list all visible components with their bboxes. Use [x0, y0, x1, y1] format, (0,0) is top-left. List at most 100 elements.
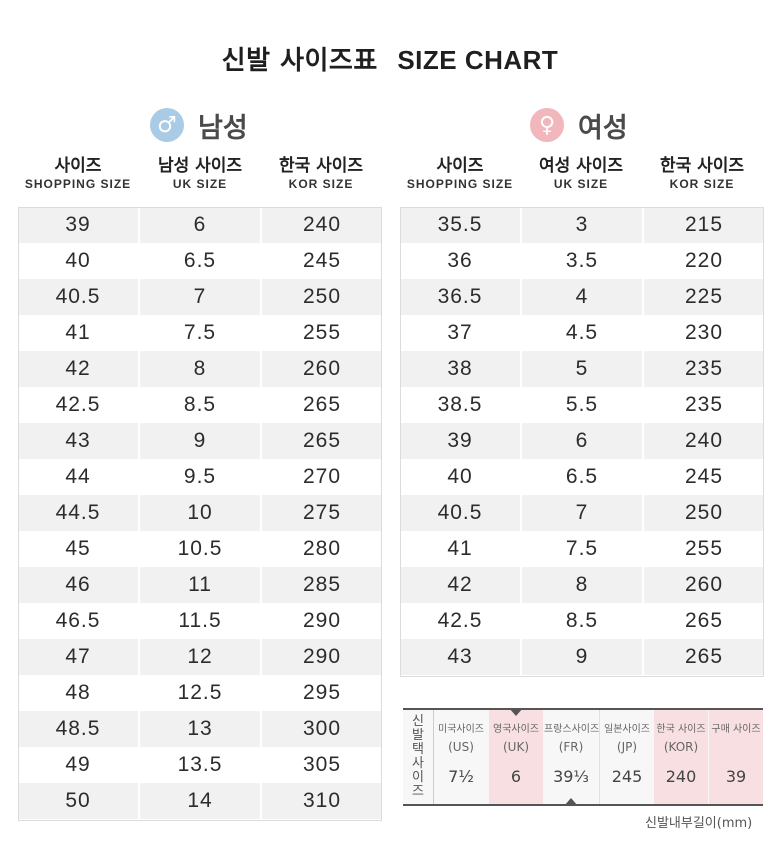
header-ko: 한국 사이즈: [659, 156, 745, 176]
table-row: 48 12.5 295: [18, 675, 382, 711]
legend-col-code: (JP): [616, 740, 638, 754]
table-cell: 38.5: [400, 387, 522, 423]
table-cell: 285: [261, 567, 382, 603]
table-cell: 49: [18, 747, 140, 783]
men-header-shopping: 사이즈 SHOPPING SIZE: [18, 156, 138, 192]
legend-col-us: 미국사이즈 (US) 7½: [434, 710, 488, 804]
table-cell: 3: [521, 207, 644, 243]
table-cell: 240: [261, 207, 382, 243]
table-cell: 245: [643, 459, 764, 495]
table-cell: 9.5: [139, 459, 262, 495]
table-cell: 7.5: [521, 531, 644, 567]
table-cell: 3.5: [521, 243, 644, 279]
women-header-uk: 여성 사이즈 UK SIZE: [521, 156, 641, 192]
table-cell: 11: [139, 567, 262, 603]
arrow-up-icon: [564, 798, 578, 806]
legend-col-title: 구매 사이즈: [711, 724, 761, 735]
table-cell: 230: [643, 315, 764, 351]
men-label: 남성: [198, 112, 248, 144]
table-cell: 305: [261, 747, 382, 783]
table-row: 42 8 260: [400, 567, 764, 603]
legend-side-char: 즈: [412, 784, 424, 799]
table-cell: 10: [139, 495, 262, 531]
women-size-table: 35.5 3 215 36 3.5 220 36.5 4 225 37 4.5 230 38 5 235 38…: [400, 207, 764, 675]
table-cell: 275: [261, 495, 382, 531]
legend-side-char: 발: [412, 728, 424, 743]
table-cell: 6.5: [139, 243, 262, 279]
title-ko: 신발 사이즈표: [221, 46, 378, 76]
table-row: 39 6 240: [18, 207, 382, 243]
table-cell: 7: [521, 495, 644, 531]
table-row: 44.5 10 275: [18, 495, 382, 531]
table-cell: 270: [261, 459, 382, 495]
table-cell: 220: [643, 243, 764, 279]
table-cell: 46.5: [18, 603, 140, 639]
table-cell: 8.5: [139, 387, 262, 423]
men-size-table: 39 6 240 40 6.5 245 40.5 7 250 41 7.5 255 42 8 260 42.5…: [18, 207, 382, 819]
table-cell: 235: [643, 387, 764, 423]
legend-col-title: 일본사이즈: [604, 724, 650, 735]
men-header-uk: 남성 사이즈 UK SIZE: [140, 156, 260, 192]
men-heading: ♂ 남성: [150, 105, 248, 145]
table-cell: 250: [643, 495, 764, 531]
table-cell: 42.5: [18, 387, 140, 423]
table-cell: 40: [400, 459, 522, 495]
table-cell: 255: [643, 531, 764, 567]
table-cell: 44.5: [18, 495, 140, 531]
table-cell: 47: [18, 639, 140, 675]
table-cell: 4: [521, 279, 644, 315]
table-cell: 265: [261, 387, 382, 423]
table-cell: 310: [261, 783, 382, 819]
table-cell: 42: [400, 567, 522, 603]
legend-col-value: 245: [611, 767, 643, 786]
table-row: 41 7.5 255: [18, 315, 382, 351]
table-row: 35.5 3 215: [400, 207, 764, 243]
table-row: 46.5 11.5 290: [18, 603, 382, 639]
table-cell: 265: [261, 423, 382, 459]
table-row: 40 6.5 245: [18, 243, 382, 279]
table-row: 42.5 8.5 265: [18, 387, 382, 423]
table-cell: 11.5: [139, 603, 262, 639]
legend-side-char: 이: [412, 770, 424, 785]
table-cell: 235: [643, 351, 764, 387]
table-cell: 255: [261, 315, 382, 351]
legend-col-jp: 일본사이즈 (JP) 245: [599, 710, 654, 804]
legend-col-title: 영국사이즈: [493, 724, 539, 735]
table-cell: 10.5: [139, 531, 262, 567]
legend-col-value: 39⅓: [553, 767, 589, 786]
women-header-kor: 한국 사이즈 KOR SIZE: [642, 156, 762, 192]
legend-col-purchase: 구매 사이즈 39: [709, 710, 763, 804]
table-cell: 43: [18, 423, 140, 459]
table-cell: 48: [18, 675, 140, 711]
table-cell: 280: [261, 531, 382, 567]
table-cell: 245: [261, 243, 382, 279]
table-cell: 265: [643, 639, 764, 675]
table-row: 42.5 8.5 265: [400, 603, 764, 639]
table-cell: 42: [18, 351, 140, 387]
legend-col-kor: 한국 사이즈 (KOR) 240: [654, 710, 708, 804]
table-cell: 7.5: [139, 315, 262, 351]
table-cell: 36.5: [400, 279, 522, 315]
table-row: 39 6 240: [400, 423, 764, 459]
male-symbol-icon: ♂: [150, 108, 184, 142]
table-row: 41 7.5 255: [400, 531, 764, 567]
table-cell: 8.5: [521, 603, 644, 639]
table-row: 40 6.5 245: [400, 459, 764, 495]
table-cell: 5: [521, 351, 644, 387]
table-cell: 6: [139, 207, 262, 243]
header-ko: 여성 사이즈: [538, 156, 624, 176]
table-cell: 6.5: [521, 459, 644, 495]
women-label: 여성: [578, 112, 628, 144]
legend-col-value: 7½: [448, 767, 474, 786]
table-row: 36 3.5 220: [400, 243, 764, 279]
legend-side-char: 사: [412, 756, 424, 771]
female-symbol-icon: ♀: [530, 108, 564, 142]
title-en: SIZE CHART: [397, 45, 559, 75]
legend-col-value: 6: [510, 767, 522, 786]
header-en: SHOPPING SIZE: [24, 177, 132, 191]
table-cell: 36: [400, 243, 522, 279]
table-row: 36.5 4 225: [400, 279, 764, 315]
table-cell: 38: [400, 351, 522, 387]
header-ko: 남성 사이즈: [157, 156, 243, 176]
